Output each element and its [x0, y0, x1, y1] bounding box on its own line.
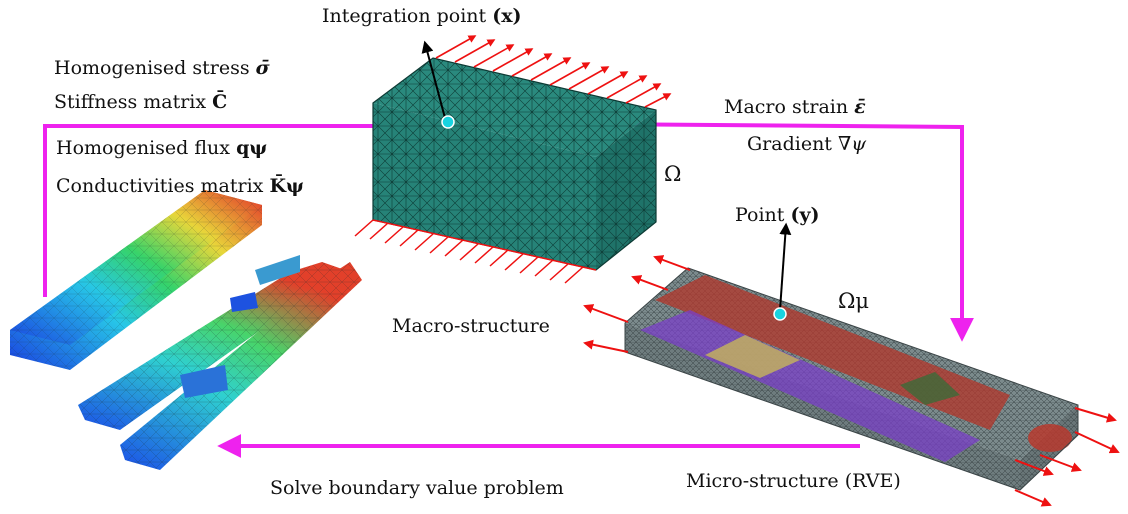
rve-point-pointer: [779, 222, 792, 311]
integration-point-marker: [441, 115, 455, 129]
homogenised-flux-label: Homogenised flux qψ: [56, 137, 268, 159]
macro-support-hatch: [354, 219, 597, 284]
micro-structure-label: Micro-structure (RVE): [686, 470, 901, 492]
integration-point-pointer: [421, 40, 446, 119]
omega-mu-label: Ωμ: [838, 289, 870, 313]
stiffness-matrix-label: Stiffness matrix C̄: [54, 91, 228, 113]
macro-deformed-result: [10, 190, 362, 470]
macro-load-arrows-top: [435, 35, 672, 108]
conductivities-matrix-label: Conductivities matrix K̄ψ: [56, 175, 304, 197]
solve-bvp-label: Solve boundary value problem: [270, 477, 564, 499]
integration-point-label: Integration point (x): [322, 5, 522, 27]
rve-load-arrows: [583, 255, 1120, 507]
point-label: Point (y): [735, 204, 820, 226]
loop-arrow-up-left: [43, 114, 435, 297]
omega-label: Ω: [664, 162, 682, 186]
gradient-label: Gradient ∇ψ: [747, 133, 867, 155]
rve-block: [624, 267, 1079, 491]
rve-point-marker: [773, 307, 787, 321]
macro-block: [372, 57, 657, 271]
homogenised-stress-label: Homogenised stress σ̄: [54, 57, 270, 79]
macro-structure-label: Macro-structure: [392, 315, 550, 337]
macro-strain-label: Macro strain ε̄: [724, 96, 866, 118]
